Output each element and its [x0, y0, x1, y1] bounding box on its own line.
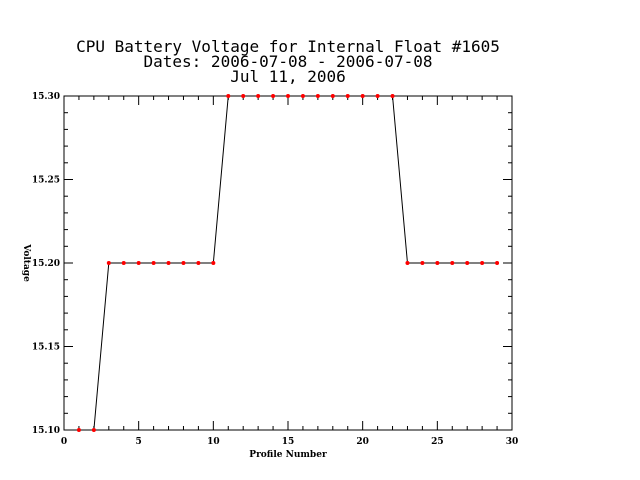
data-point	[211, 261, 216, 265]
data-point	[315, 94, 320, 98]
x-tick-label: 30	[506, 437, 519, 447]
data-point	[465, 261, 470, 265]
x-tick-label: 15	[282, 437, 295, 447]
data-point	[91, 428, 96, 432]
data-point	[136, 261, 141, 265]
y-axis-label: Voltage	[21, 243, 31, 282]
x-tick-label: 10	[207, 437, 220, 447]
y-tick-label: 15.20	[32, 259, 60, 269]
data-point	[271, 94, 276, 98]
title-line-2: Dates: 2006-07-08 - 2006-07-08	[144, 52, 433, 71]
x-tick-label: 0	[61, 437, 67, 447]
series-markers	[76, 94, 500, 432]
data-point	[495, 261, 500, 265]
data-point	[375, 94, 380, 98]
y-tick-label: 15.10	[32, 426, 60, 436]
data-point	[360, 94, 365, 98]
data-point	[196, 261, 201, 265]
data-point	[390, 94, 395, 98]
y-tick-label: 15.30	[32, 92, 60, 102]
title-line-3: Jul 11, 2006	[230, 67, 346, 86]
data-point	[345, 94, 350, 98]
series-line	[78, 95, 498, 431]
data-point	[256, 94, 261, 98]
x-tick-label: 5	[136, 437, 142, 447]
data-point	[450, 261, 455, 265]
title-line-1: CPU Battery Voltage for Internal Float #…	[76, 37, 500, 56]
y-tick-label: 15.25	[32, 176, 60, 186]
data-point	[166, 261, 171, 265]
data-point	[121, 261, 126, 265]
y-axis: 15.10 15.15 15.20 15.25 15.30	[32, 92, 512, 436]
data-point	[226, 94, 231, 98]
x-tick-label: 25	[431, 437, 444, 447]
chart-title: CPU Battery Voltage for Internal Float #…	[76, 37, 500, 86]
data-point	[286, 94, 290, 98]
data-point	[241, 94, 246, 98]
data-point	[420, 261, 425, 265]
x-tick-label: 20	[356, 437, 369, 447]
series-voltage	[76, 94, 500, 432]
data-point	[405, 261, 410, 265]
x-axis-label: Profile Number	[249, 450, 327, 460]
data-point	[330, 94, 335, 98]
data-point	[151, 261, 156, 265]
data-point	[76, 428, 81, 432]
data-point	[435, 261, 440, 265]
data-point	[300, 94, 305, 98]
data-point	[480, 261, 485, 265]
data-point	[181, 261, 186, 265]
x-axis: 0 5 10 15 20 25 30	[61, 96, 518, 447]
data-point	[106, 261, 111, 265]
y-tick-label: 15.15	[32, 343, 60, 353]
